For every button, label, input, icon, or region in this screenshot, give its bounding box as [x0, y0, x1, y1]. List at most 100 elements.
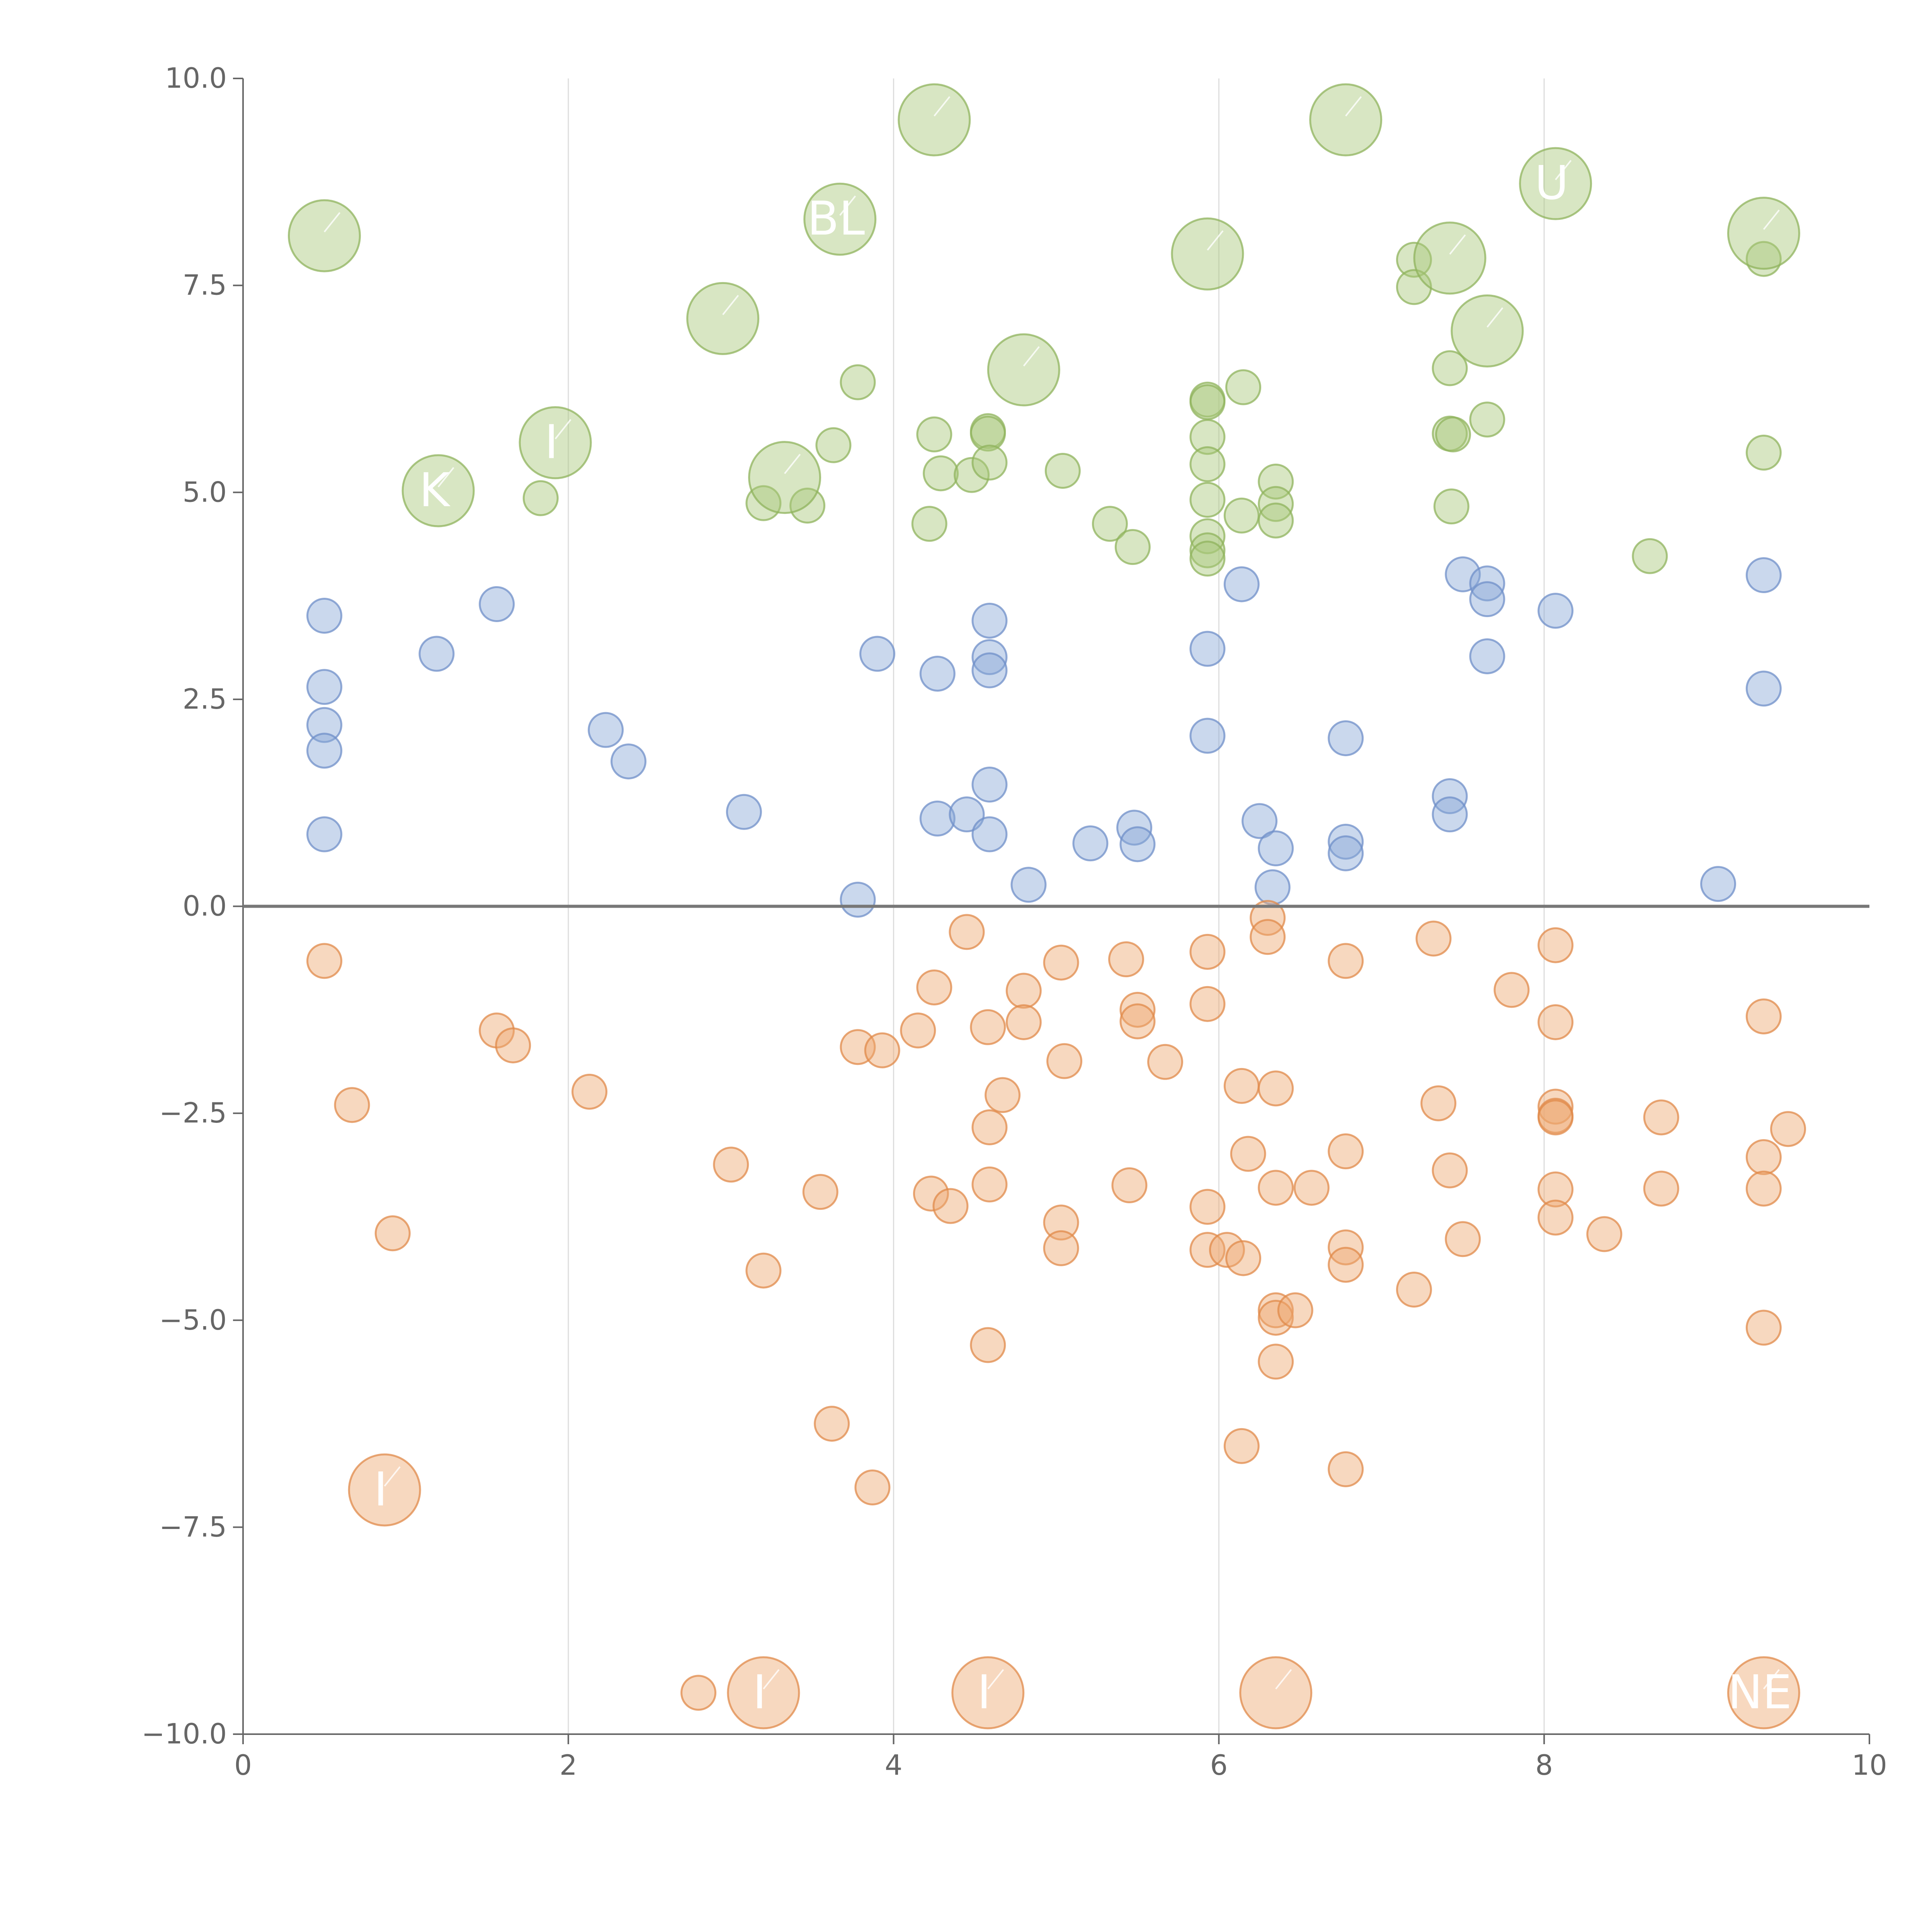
data-point-top [1469, 401, 1505, 438]
data-point-bottom [1225, 1240, 1262, 1276]
data-point-top [911, 506, 947, 542]
bubble-leader-line [1023, 346, 1040, 367]
data-point-bottom [1277, 1292, 1313, 1328]
data-point-top [1745, 434, 1782, 471]
large-bubble-bottom [727, 1656, 800, 1730]
data-point-bottom [495, 1027, 531, 1063]
bubble-leader-line [722, 295, 739, 315]
data-point-top [971, 444, 1008, 481]
data-point-top [1189, 541, 1226, 577]
data-point-bottom [1415, 920, 1452, 957]
large-bubbles: K I BL U I I I NE [287, 83, 1800, 1730]
x-tick-label: 10 [1852, 1749, 1887, 1781]
data-point-bottom [1189, 1189, 1226, 1225]
bubble-label: NE [1728, 1666, 1792, 1719]
bubble-label: I [374, 1463, 387, 1517]
data-point-middle [840, 881, 876, 918]
data-point-bottom [1445, 1221, 1481, 1257]
data-point-bottom [1493, 972, 1530, 1008]
bubble-leader-line [839, 195, 856, 216]
data-point-middle [611, 743, 647, 780]
data-point-bottom [932, 1188, 969, 1224]
data-point-bottom [1005, 973, 1042, 1009]
x-tick-label: 6 [1210, 1749, 1228, 1781]
data-point-bottom [1108, 941, 1144, 978]
bubble-leader-line [1555, 160, 1572, 180]
data-point-middle [1189, 631, 1226, 667]
data-point-bottom [1396, 1271, 1432, 1308]
data-point-bottom [1119, 992, 1156, 1028]
data-point-bottom [1043, 1230, 1079, 1266]
bubble-leader-line [987, 1669, 1004, 1690]
large-bubble-top [987, 333, 1060, 406]
large-bubble-bottom [1239, 1656, 1313, 1730]
x-tick-label: 4 [885, 1749, 903, 1781]
y-tick-label: −2.5 [159, 1097, 227, 1129]
bubble-label: K [419, 464, 451, 517]
data-point-top [815, 427, 852, 463]
data-point-top [1189, 384, 1226, 420]
y-tick-label: −5.0 [159, 1304, 227, 1336]
data-point-middle [971, 652, 1008, 689]
data-point-bottom [900, 1012, 936, 1049]
data-point-bottom [374, 1215, 411, 1252]
bubble-leader-line [1275, 1669, 1292, 1690]
data-point-middle [306, 707, 342, 743]
data-point-bottom [1537, 1004, 1574, 1040]
data-point-bottom [916, 969, 952, 1005]
data-point-bottom [864, 1032, 900, 1068]
data-point-top [1189, 446, 1226, 482]
data-point-bottom [1223, 1428, 1260, 1464]
bubble-label: I [977, 1666, 991, 1719]
data-point-bottom [306, 943, 342, 979]
data-point-top [1189, 482, 1226, 518]
data-point-bottom [985, 1077, 1021, 1113]
data-point-bottom [1537, 1171, 1574, 1208]
large-bubble-bottom [348, 1453, 421, 1527]
data-point-top [1433, 488, 1469, 525]
data-point-bottom [1293, 1170, 1330, 1206]
large-bubble-top [1519, 147, 1592, 220]
data-point-bottom [680, 1675, 717, 1711]
data-point-bottom [713, 1146, 749, 1183]
data-point-top [522, 480, 559, 516]
data-point-bottom [1537, 927, 1574, 963]
y-tick-label: −10.0 [141, 1718, 227, 1750]
data-point-middle [588, 712, 624, 748]
data-point-top [1432, 350, 1468, 386]
bubble-leader-line [1763, 209, 1780, 230]
data-point-middle [1432, 796, 1468, 833]
data-point-middle [1745, 557, 1782, 593]
bubble-leader-line [323, 212, 341, 233]
data-point-top [970, 415, 1006, 452]
data-point-middle [949, 796, 985, 833]
data-point-bottom [1189, 1232, 1226, 1268]
data-point-bottom [1230, 1136, 1266, 1172]
x-tick-label: 0 [234, 1749, 252, 1781]
data-point-middle [1258, 830, 1294, 867]
large-bubble-top [748, 441, 821, 514]
data-point-bottom [970, 1009, 1006, 1045]
large-bubble-top [1413, 221, 1486, 295]
data-point-top [1435, 416, 1471, 452]
y-tick-label: 10.0 [165, 62, 227, 94]
data-point-bottom [1745, 998, 1782, 1034]
data-point-bottom [1209, 1232, 1245, 1268]
large-bubble-top [1171, 217, 1244, 291]
data-point-bottom [1586, 1216, 1622, 1252]
data-point-bottom [745, 1252, 782, 1289]
data-point-top [954, 457, 990, 493]
data-point-middle [1242, 803, 1278, 839]
bubble-leader-line [1207, 230, 1224, 251]
data-point-bottom [571, 1073, 608, 1110]
data-point-bottom [802, 1174, 838, 1210]
data-point-top [1258, 502, 1294, 539]
data-point-bottom [1770, 1111, 1806, 1147]
data-point-bottom [1328, 1133, 1364, 1170]
large-bubble-bottom [951, 1656, 1025, 1730]
data-points [306, 241, 1806, 1711]
data-point-bottom [1432, 1152, 1468, 1189]
data-point-middle [1469, 638, 1505, 674]
data-point-bottom [1043, 944, 1079, 981]
data-point-top [916, 416, 952, 452]
